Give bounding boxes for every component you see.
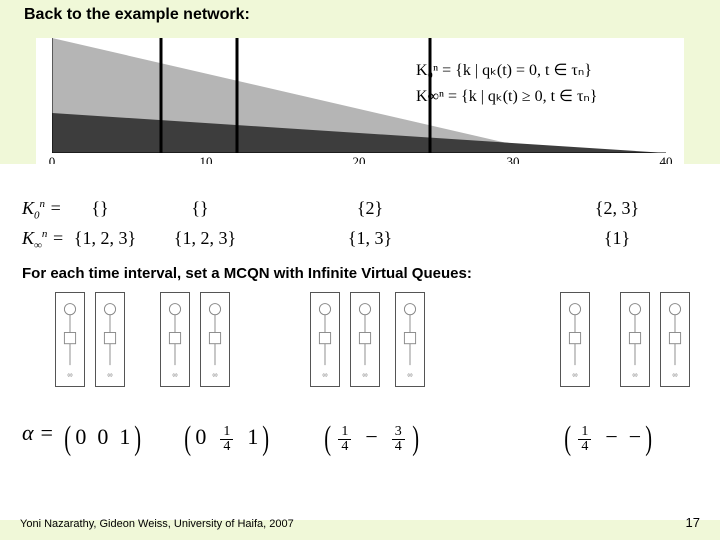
equation-k0: K₀ⁿ = {k | qₖ(t) = 0, t ∈ τₙ} — [416, 60, 592, 80]
kinf-val-3: {1} — [604, 228, 630, 249]
svg-text:∞: ∞ — [322, 370, 327, 380]
k0-val-3: {2, 3} — [595, 198, 639, 219]
svg-text:∞: ∞ — [212, 370, 217, 380]
svg-text:∞: ∞ — [407, 370, 412, 380]
kinf-label: K∞n = — [22, 228, 64, 252]
kinf-val-2: {1, 3} — [348, 228, 392, 249]
alpha-val-3: (14 − −) — [560, 420, 656, 458]
svg-text:∞: ∞ — [172, 370, 177, 380]
fluid-chart: 010203040 K₀ⁿ = {k | qₖ(t) = 0, t ∈ τₙ} … — [36, 38, 684, 166]
network-diagram-2: ∞ — [160, 292, 190, 387]
network-diagram-9: ∞ — [660, 292, 690, 387]
network-diagram-0: ∞ — [55, 292, 85, 387]
slide-title: Back to the example network: — [24, 6, 250, 24]
alpha-val-2: (14 − 34) — [320, 420, 423, 458]
network-diagram-5: ∞ — [350, 292, 380, 387]
network-diagram-7: ∞ — [560, 292, 590, 387]
svg-text:∞: ∞ — [672, 370, 677, 380]
network-diagram-4: ∞ — [310, 292, 340, 387]
svg-text:∞: ∞ — [107, 370, 112, 380]
network-diagram-1: ∞ — [95, 292, 125, 387]
mcqn-subtitle: For each time interval, set a MCQN with … — [22, 265, 472, 282]
k0-val-2: {2} — [357, 198, 383, 219]
alpha-val-1: (0 14 1) — [180, 420, 274, 458]
k0-val-0: {} — [91, 198, 108, 219]
kinf-val-1: {1, 2, 3} — [174, 228, 236, 249]
equation-kinf: K∞ⁿ = {k | qₖ(t) ≥ 0, t ∈ τₙ} — [416, 86, 597, 106]
svg-text:∞: ∞ — [362, 370, 367, 380]
svg-text:∞: ∞ — [632, 370, 637, 380]
k0-val-1: {} — [191, 198, 208, 219]
alpha-val-0: (0 0 1) — [60, 420, 146, 458]
network-diagram-3: ∞ — [200, 292, 230, 387]
k0-label: K0n = — [22, 198, 62, 222]
network-diagram-6: ∞ — [395, 292, 425, 387]
page-number: 17 — [686, 515, 700, 530]
svg-text:∞: ∞ — [572, 370, 577, 380]
network-diagram-8: ∞ — [620, 292, 650, 387]
diagram-row: ∞ ∞ ∞ ∞ ∞ ∞ ∞ ∞ ∞ ∞ — [0, 292, 720, 392]
svg-text:∞: ∞ — [67, 370, 72, 380]
footer-text: Yoni Nazarathy, Gideon Weiss, University… — [20, 518, 294, 530]
alpha-label: α = — [22, 420, 54, 446]
kinf-val-0: {1, 2, 3} — [74, 228, 136, 249]
